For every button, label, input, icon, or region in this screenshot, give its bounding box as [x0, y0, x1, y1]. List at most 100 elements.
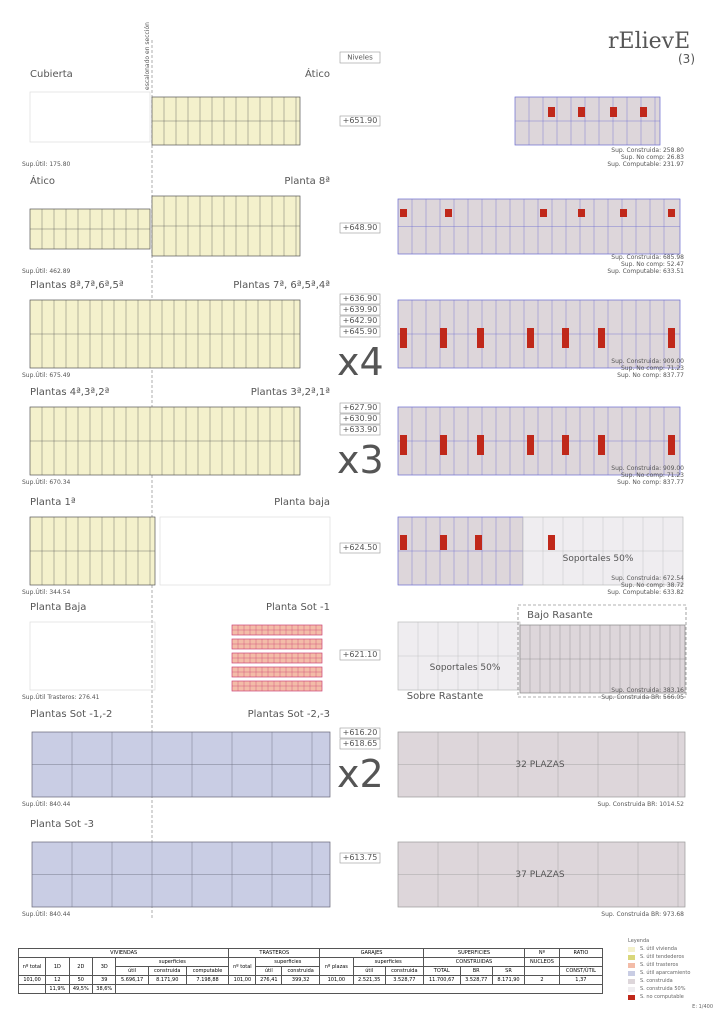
right-title: Ático: [305, 67, 330, 80]
level-box: [339, 852, 381, 864]
table-cell: superficies: [352, 957, 424, 967]
table-cell: 8.171,90: [147, 975, 187, 985]
level-box: [339, 413, 381, 425]
non-computable: [548, 107, 555, 117]
legend-label: S. útil trasteros: [640, 962, 679, 968]
non-computable: [445, 209, 452, 217]
level: +651.90: [343, 116, 378, 125]
levels-box: [339, 51, 381, 64]
legend-label: S. construida 50%: [640, 986, 686, 992]
level-box: [339, 326, 381, 338]
legend-swatch: [628, 946, 635, 952]
legend-label: S. útil tendederos: [640, 954, 685, 960]
right-area: Sup. Construida BR: 973.68: [601, 911, 684, 918]
level-box: [339, 222, 381, 234]
level-box: [339, 727, 381, 739]
level: +613.75: [343, 853, 378, 862]
left-area: Sup.Útil: 344.54: [22, 589, 71, 596]
levels-heading: Niveles: [347, 54, 373, 62]
level-box: [339, 402, 381, 414]
right-title: Plantas Sot -2,-3: [248, 709, 330, 720]
non-computable: [548, 535, 555, 550]
legend-label: S. útil aparcamiento: [640, 970, 691, 976]
table-cell: SUPERFICIES: [422, 948, 526, 958]
level: +633.90: [343, 425, 378, 434]
left-title: Plantas 4ª,3ª,2ª: [30, 387, 110, 398]
right-area: Sup. Computable: 633.82: [607, 589, 684, 596]
legend-label: S. no computable: [640, 994, 684, 1000]
table-cell: nº total: [228, 957, 257, 976]
level-box: [339, 293, 381, 305]
right-area: Sup. No comp: 71.23: [621, 472, 684, 479]
legend-label: S. construida: [640, 978, 673, 984]
level-box: [339, 315, 381, 327]
non-computable: [477, 435, 484, 455]
right-area: Sup. No comp: 26.83: [621, 154, 684, 161]
left-title: Planta 1ª: [30, 497, 76, 508]
level-box: [339, 115, 381, 127]
non-computable: [668, 435, 675, 455]
table-cell: 7.198,88: [185, 975, 230, 985]
table-cell: 101,00: [17, 975, 47, 985]
table-cell: 399,32: [281, 975, 321, 985]
level-box: [339, 649, 381, 661]
table-cell: superficies: [115, 957, 230, 967]
level: +630.90: [343, 414, 378, 423]
non-computable: [640, 107, 647, 117]
non-computable: [475, 535, 482, 550]
legend-item: S. construida: [628, 978, 713, 984]
legend: Leyenda S. útil vivienda S. útil tendedero…: [628, 938, 713, 1010]
non-computable: [578, 209, 585, 217]
table-cell: CONSTRUIDAS: [422, 957, 526, 967]
right-area: Sup. No comp: 71.23: [621, 365, 684, 372]
plan-note: Bajo Rasante: [527, 610, 593, 621]
right-title: Planta 8ª: [284, 176, 330, 187]
table-cell: 12: [45, 975, 70, 985]
non-computable: [620, 209, 627, 217]
legend-swatch: [628, 954, 635, 960]
table-cell: 101,00: [319, 975, 354, 985]
table-cell: RATIO: [558, 948, 604, 958]
plan-note: 37 PLAZAS: [515, 870, 564, 880]
table-cell: 39: [92, 975, 117, 985]
non-computable: [668, 328, 675, 348]
plan-outline: [159, 516, 331, 586]
legend-item: S. útil aparcamiento: [628, 970, 713, 976]
table-cell: 50: [68, 975, 94, 985]
level: +648.90: [343, 223, 378, 232]
table-cell: 38,6%: [92, 984, 117, 994]
table-cell: BR: [459, 966, 493, 976]
table-cell: GARAJES: [319, 948, 424, 958]
non-computable: [598, 435, 605, 455]
table-cell: nº plazas: [319, 957, 354, 976]
table-cell: SR: [491, 966, 526, 976]
level: +621.10: [343, 650, 378, 659]
right-area: Sup. Construida: 909.00: [611, 358, 684, 365]
legend-swatch: [628, 962, 635, 968]
right-area: Sup. Construida BR: 566.05: [601, 694, 684, 701]
multiplier: x2: [337, 752, 384, 796]
non-computable: [400, 209, 407, 217]
non-computable: [668, 209, 675, 217]
left-area: Sup.Útil Trasteros: 276.41: [22, 694, 100, 701]
table-cell: 2D: [68, 957, 94, 976]
table-cell: 49,5%: [68, 984, 94, 994]
multiplier: x4: [337, 340, 384, 384]
non-computable: [400, 535, 407, 550]
legend-item: S. útil trasteros: [628, 962, 713, 968]
right-area: Sup. No comp: 837.77: [617, 479, 684, 486]
right-area: Sup. Computable: 633.51: [607, 268, 684, 275]
non-computable: [562, 435, 569, 455]
legend-swatch: [628, 994, 635, 1000]
legend-swatch: [628, 986, 635, 992]
right-area: Sup. Construida: 672.54: [611, 575, 684, 582]
right-area: Sup. Construida: 909.00: [611, 465, 684, 472]
left-title: Plantas Sot -1,-2: [30, 709, 112, 720]
table-cell: construida: [147, 966, 187, 976]
non-computable: [562, 328, 569, 348]
table-cell: 3.528,77: [459, 975, 493, 985]
table-cell: [524, 966, 560, 976]
table-cell: 1D: [45, 957, 70, 976]
